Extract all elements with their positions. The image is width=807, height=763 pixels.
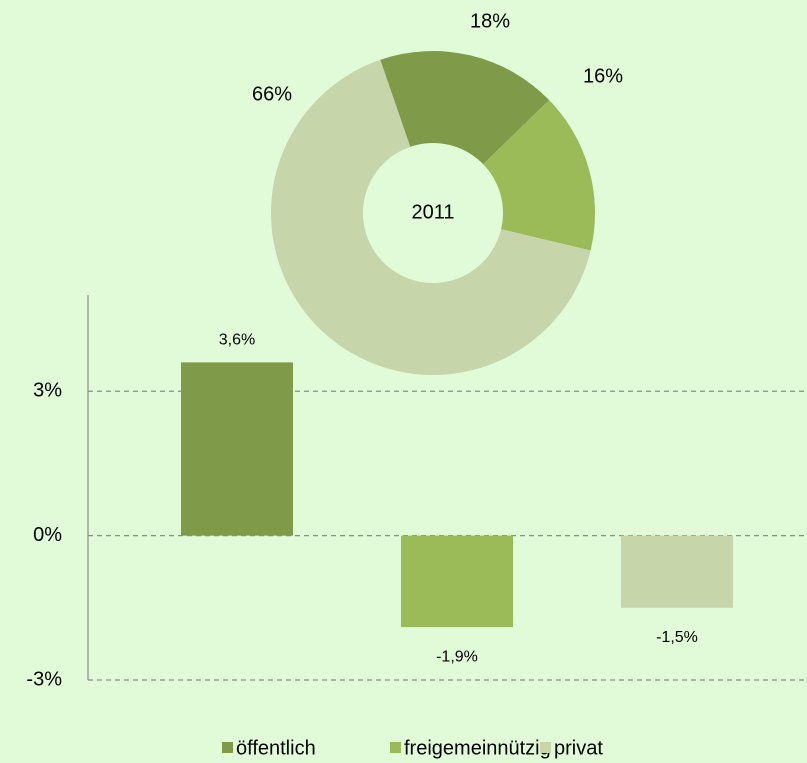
legend-label: privat: [554, 737, 603, 759]
center-label: 2011: [411, 201, 454, 223]
bar: [401, 535, 513, 628]
donut-slice: [380, 51, 550, 165]
data-label: -1,9%: [436, 648, 478, 665]
slice-label: 18%: [470, 10, 510, 32]
slice-label: 16%: [583, 65, 623, 87]
legend-label: öffentlich: [236, 737, 316, 759]
y-tick-label: 0%: [33, 524, 62, 546]
legend-swatch: [390, 742, 401, 753]
legend-swatch: [540, 742, 551, 753]
y-tick-label: 3%: [33, 380, 62, 402]
legend-swatch: [222, 742, 233, 753]
data-label: 3,6%: [219, 332, 255, 349]
donut-slice: [271, 59, 591, 376]
donut-slice: [483, 100, 596, 251]
legend-label: freigemeinnützig: [404, 737, 551, 759]
bar: [181, 362, 293, 536]
slice-label: 66%: [252, 83, 292, 105]
bar: [621, 535, 733, 608]
y-tick-label: -3%: [26, 668, 62, 690]
data-label: -1,5%: [656, 629, 698, 646]
